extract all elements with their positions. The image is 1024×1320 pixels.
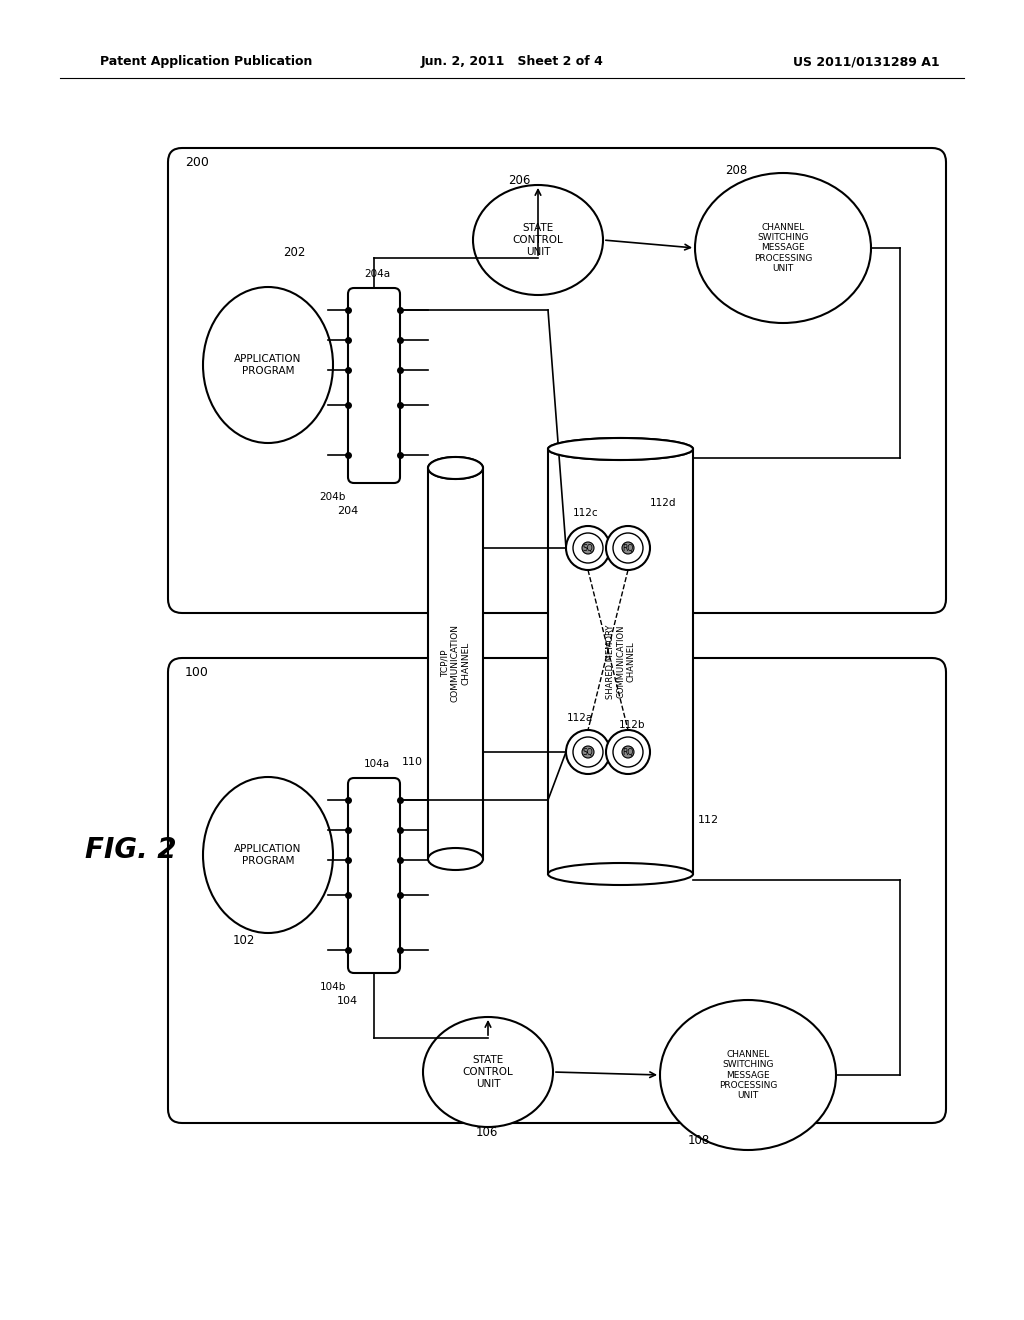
Text: CHANNEL
SWITCHING
MESSAGE
PROCESSING
UNIT: CHANNEL SWITCHING MESSAGE PROCESSING UNI… — [754, 223, 812, 273]
Text: 104: 104 — [337, 997, 358, 1006]
Text: SHARED MEMORY
COMMUNICATION
CHANNEL: SHARED MEMORY COMMUNICATION CHANNEL — [605, 624, 636, 698]
Bar — [548, 449, 693, 874]
Text: 206: 206 — [508, 173, 530, 186]
Text: Jun. 2, 2011   Sheet 2 of 4: Jun. 2, 2011 Sheet 2 of 4 — [421, 55, 603, 69]
Text: STATE
CONTROL
UNIT: STATE CONTROL UNIT — [513, 223, 563, 256]
Ellipse shape — [582, 746, 594, 758]
Text: 102: 102 — [233, 933, 255, 946]
Ellipse shape — [622, 543, 634, 554]
Ellipse shape — [428, 457, 483, 479]
Ellipse shape — [573, 533, 603, 564]
Ellipse shape — [695, 173, 871, 323]
Text: 100: 100 — [185, 665, 209, 678]
Text: 104a: 104a — [364, 759, 390, 770]
Ellipse shape — [582, 543, 594, 554]
Text: 204: 204 — [337, 506, 358, 516]
Ellipse shape — [423, 1016, 553, 1127]
Text: 202: 202 — [283, 246, 305, 259]
Text: 204b: 204b — [319, 492, 346, 502]
FancyBboxPatch shape — [168, 657, 946, 1123]
Text: 110: 110 — [402, 756, 423, 767]
FancyBboxPatch shape — [348, 288, 400, 483]
Ellipse shape — [548, 438, 693, 459]
Ellipse shape — [566, 525, 610, 570]
FancyBboxPatch shape — [168, 148, 946, 612]
Text: SQ: SQ — [583, 747, 593, 756]
Ellipse shape — [606, 730, 650, 774]
Ellipse shape — [660, 1001, 836, 1150]
Text: APPLICATION
PROGRAM: APPLICATION PROGRAM — [234, 354, 302, 376]
Text: RQ: RQ — [623, 747, 634, 756]
Text: 112c: 112c — [573, 508, 599, 517]
Text: 200: 200 — [185, 156, 209, 169]
Text: 108: 108 — [688, 1134, 711, 1147]
Ellipse shape — [613, 737, 643, 767]
Ellipse shape — [613, 533, 643, 564]
FancyBboxPatch shape — [348, 777, 400, 973]
Ellipse shape — [428, 457, 483, 479]
Text: US 2011/0131289 A1: US 2011/0131289 A1 — [794, 55, 940, 69]
Text: Patent Application Publication: Patent Application Publication — [100, 55, 312, 69]
Text: 104b: 104b — [319, 982, 346, 993]
Text: 112: 112 — [698, 814, 719, 825]
Text: TCP/IP
COMMUNICATION
CHANNEL: TCP/IP COMMUNICATION CHANNEL — [440, 624, 470, 702]
Text: 208: 208 — [725, 164, 748, 177]
Ellipse shape — [622, 746, 634, 758]
Ellipse shape — [606, 525, 650, 570]
Ellipse shape — [573, 737, 603, 767]
Text: CHANNEL
SWITCHING
MESSAGE
PROCESSING
UNIT: CHANNEL SWITCHING MESSAGE PROCESSING UNI… — [719, 1049, 777, 1101]
Ellipse shape — [203, 777, 333, 933]
Text: FIG. 2: FIG. 2 — [85, 836, 176, 865]
Ellipse shape — [566, 730, 610, 774]
Text: STATE
CONTROL
UNIT: STATE CONTROL UNIT — [463, 1056, 513, 1089]
Ellipse shape — [203, 286, 333, 444]
Text: 112b: 112b — [618, 719, 645, 730]
Text: RQ: RQ — [623, 544, 634, 553]
Ellipse shape — [548, 438, 693, 459]
Ellipse shape — [428, 847, 483, 870]
Text: 112a: 112a — [567, 713, 593, 723]
Text: APPLICATION
PROGRAM: APPLICATION PROGRAM — [234, 845, 302, 866]
Text: 204a: 204a — [364, 269, 390, 279]
Text: 106: 106 — [476, 1126, 499, 1138]
Bar — [428, 469, 483, 859]
Text: 112d: 112d — [650, 498, 677, 508]
Text: SQ: SQ — [583, 544, 593, 553]
Ellipse shape — [473, 185, 603, 294]
Ellipse shape — [548, 863, 693, 884]
